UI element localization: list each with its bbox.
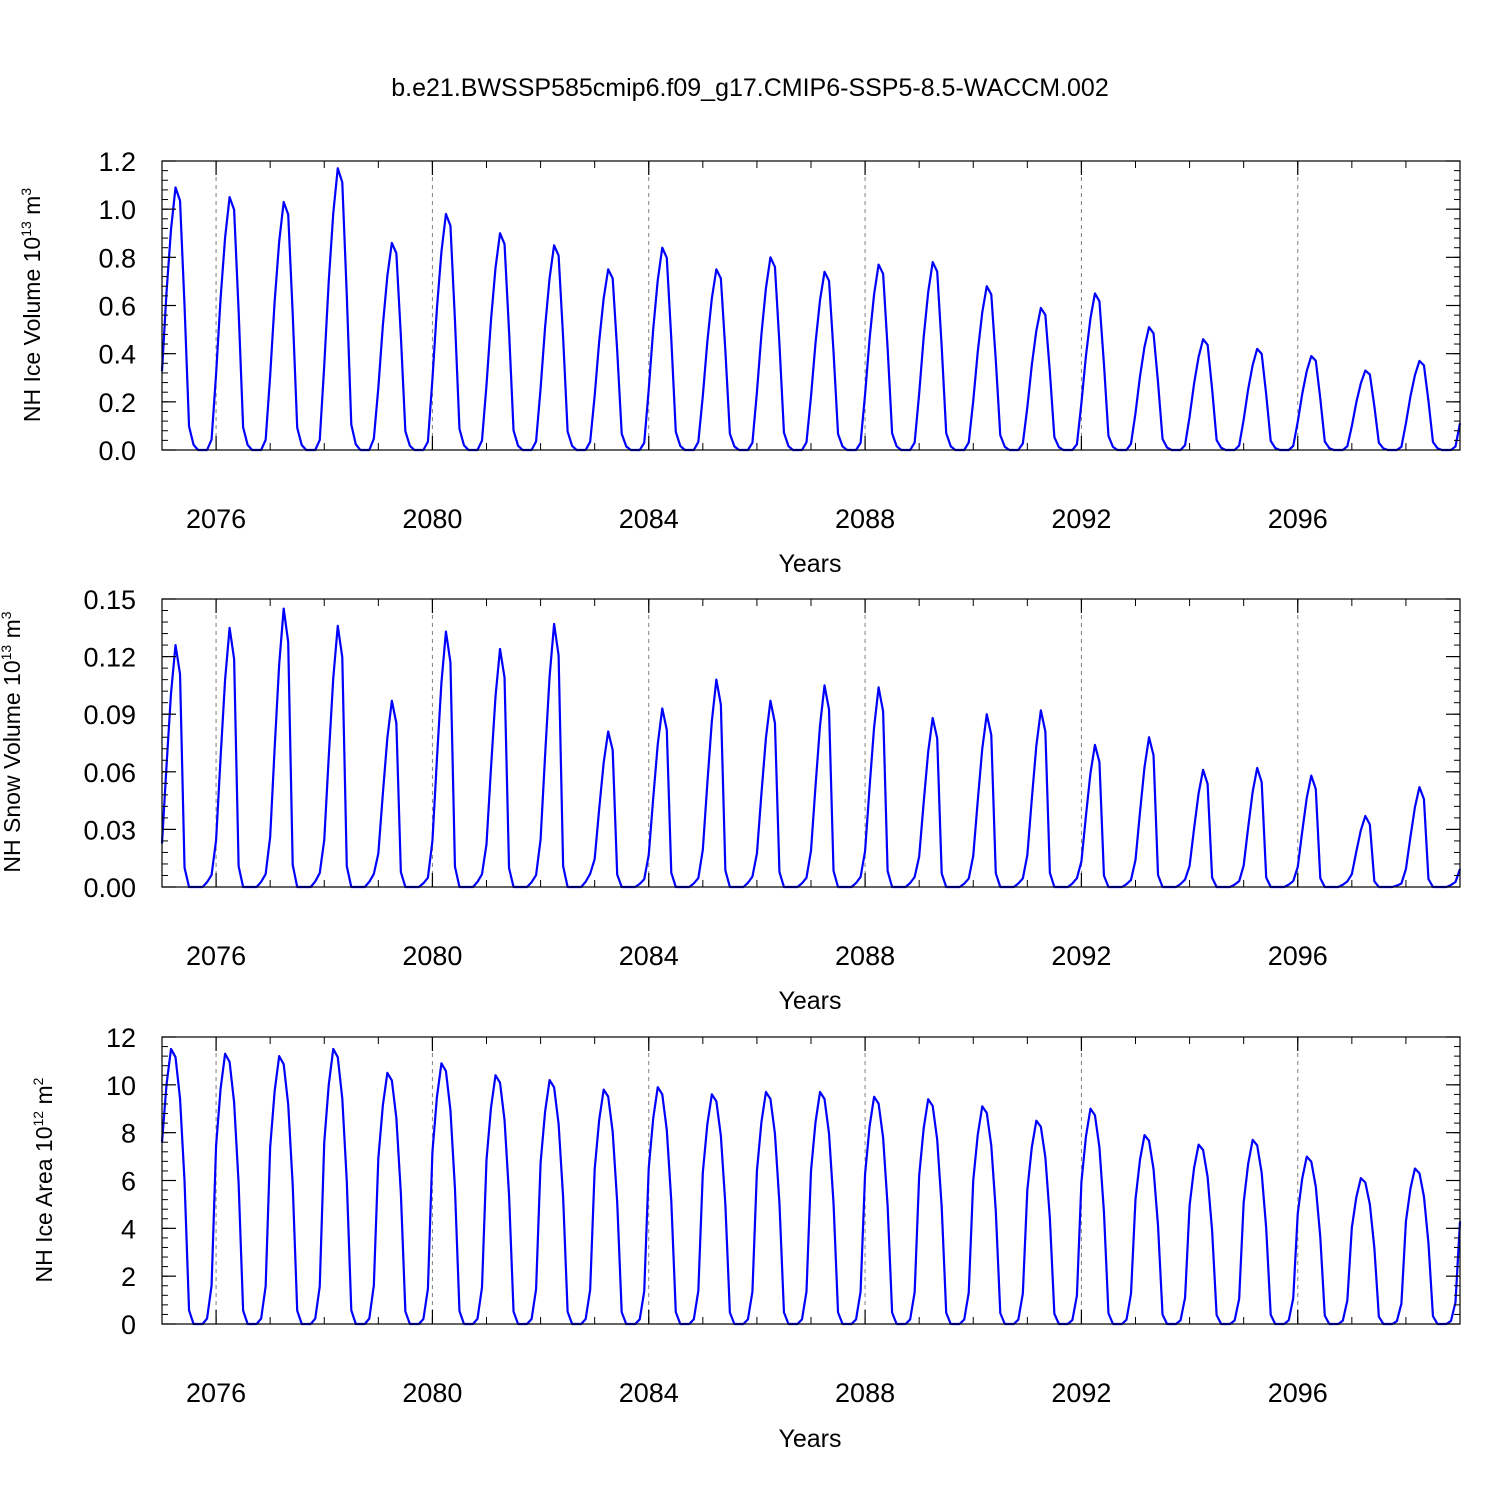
panel-snow-volume: Years NH Snow Volume 1013 m3 0.00 0.03 0.0…: [0, 585, 1462, 1015]
x-tick-label: 2084: [619, 504, 679, 534]
x-tick-label: 2092: [1051, 1378, 1111, 1408]
y-tick-label: 6: [121, 1167, 136, 1197]
x-tick-label: 2088: [835, 1378, 895, 1408]
y-tick-label: 1.2: [98, 147, 136, 177]
y-tick-label: 8: [121, 1119, 136, 1149]
y-tick-label: 10: [106, 1071, 136, 1101]
y-tick-label: 0: [121, 1310, 136, 1340]
y-tick-label: 0.03: [83, 815, 136, 845]
x-tick-label: 2088: [835, 504, 895, 534]
y-tick-label: 0.15: [83, 585, 136, 615]
x-axis-label: Years: [778, 1425, 841, 1453]
x-tick-label: 2080: [402, 941, 462, 971]
x-tick-label: 2076: [186, 504, 246, 534]
y-tick-label: 0.09: [83, 700, 136, 730]
x-tick-label: 2076: [186, 941, 246, 971]
y-tick-label: 1.0: [98, 195, 136, 225]
series-line: [160, 1047, 1462, 1326]
x-axis-label: Years: [778, 987, 841, 1015]
series-line: [160, 607, 1462, 889]
y-axis-label: NH Ice Volume 1013 m3: [18, 188, 45, 423]
x-tick-label: 2096: [1268, 1378, 1328, 1408]
y-tick-label: 0.12: [83, 643, 136, 673]
x-tick-label: 2096: [1268, 504, 1328, 534]
x-tick-label: 2080: [402, 504, 462, 534]
x-tick-label: 2080: [402, 1378, 462, 1408]
y-tick-label: 12: [106, 1023, 136, 1053]
y-tick-label: 0.0: [98, 436, 136, 466]
x-axis-label: Years: [778, 550, 841, 578]
y-tick-label: 2: [121, 1262, 136, 1292]
y-axis-label: NH Snow Volume 1013 m3: [0, 611, 25, 872]
figure-title: b.e21.BWSSP585cmip6.f09_g17.CMIP6-SSP5-8…: [391, 74, 1108, 102]
y-tick-label: 0.00: [83, 873, 136, 903]
panel-ice-area: Years NH Ice Area 1012 m2 0 2 4 6 8 10 12 2076 2…: [30, 1023, 1462, 1453]
y-tick-label: 4: [121, 1214, 136, 1244]
y-tick-label: 0.6: [98, 292, 136, 322]
x-tick-label: 2088: [835, 941, 895, 971]
x-tick-label: 2096: [1268, 941, 1328, 971]
x-tick-label: 2092: [1051, 504, 1111, 534]
y-tick-label: 0.2: [98, 388, 136, 418]
x-tick-label: 2092: [1051, 941, 1111, 971]
x-tick-label: 2076: [186, 1378, 246, 1408]
series-line: [160, 167, 1462, 452]
y-tick-label: 0.4: [98, 340, 136, 370]
y-tick-label: 0.06: [83, 758, 136, 788]
x-tick-label: 2084: [619, 941, 679, 971]
panel-ice-volume: Years NH Ice Volume 1013 m3 0.0 0.2 0.4 0.6…: [18, 147, 1462, 578]
y-tick-label: 0.8: [98, 243, 136, 273]
x-tick-label: 2084: [619, 1378, 679, 1408]
y-axis-label: NH Ice Area 1012 m2: [30, 1077, 57, 1282]
